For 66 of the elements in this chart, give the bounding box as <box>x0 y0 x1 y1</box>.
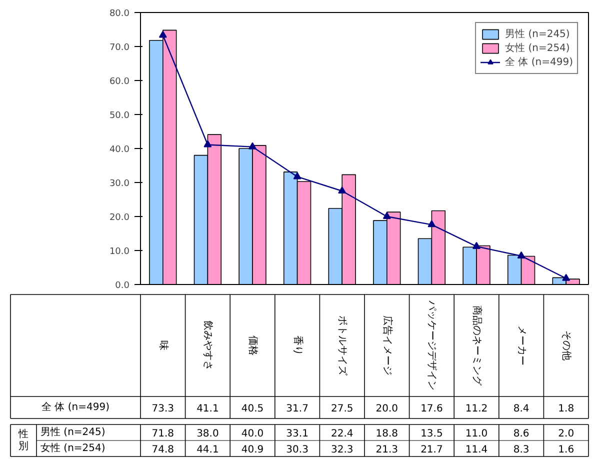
data-label: 40.5 <box>241 404 264 414</box>
data-label: 11.4 <box>465 444 488 456</box>
point <box>158 30 167 38</box>
data-label: 30.3 <box>286 444 308 456</box>
data-label: 40.9 <box>241 444 264 456</box>
data-label: 31.7 <box>286 404 308 414</box>
point <box>204 140 212 148</box>
point <box>428 220 436 228</box>
point <box>562 274 570 281</box>
legend-label: 全 体 (n=499) <box>505 56 573 69</box>
data-label: 21.7 <box>420 444 443 456</box>
text: 全 体 (n=499) <box>42 402 110 413</box>
data-label: 13.5 <box>420 428 443 440</box>
data-label: 38.0 <box>196 428 219 440</box>
data-label: 32.3 <box>330 444 354 456</box>
x-tick-label: 価格 <box>247 336 259 356</box>
data-label: 27.5 <box>330 404 354 414</box>
y-tick-label: 20.0 <box>109 213 130 223</box>
legend-label: 女性 (n=254) <box>505 42 570 55</box>
text: 男性 (n=245) <box>40 427 106 438</box>
point <box>293 172 302 180</box>
data-label: 71.8 <box>152 428 174 440</box>
point <box>382 212 391 220</box>
x-tick-label: パッケージデザイン <box>426 300 438 390</box>
data-label: 1.8 <box>558 404 574 414</box>
text: 性別 <box>18 428 28 452</box>
data-label: 41.1 <box>196 404 219 414</box>
y-tick-label: 50.0 <box>109 111 130 121</box>
data-label: 2.0 <box>558 428 574 440</box>
data-label: 1.6 <box>558 444 574 456</box>
data-label: 8.3 <box>513 444 530 456</box>
data-label: 11.0 <box>465 428 488 440</box>
y-tick-label: 30.0 <box>109 179 130 189</box>
y-tick-label: 60.0 <box>109 77 130 87</box>
y-tick-label: 0.0 <box>115 281 130 291</box>
data-label: 22.4 <box>330 428 354 440</box>
data-label: 21.3 <box>376 444 398 456</box>
x-tick-label: ボトルサイズ <box>336 316 349 376</box>
data-label: 40.0 <box>241 428 264 440</box>
x-tick-label: 香り <box>292 336 304 356</box>
data-label: 8.6 <box>513 428 530 440</box>
data-label: 20.0 <box>376 404 398 414</box>
y-tick-label: 70.0 <box>109 43 130 53</box>
point <box>517 251 526 258</box>
y-tick-label: 10.0 <box>109 247 130 257</box>
data-label: 74.8 <box>152 444 174 456</box>
legend-label: 男性 (n=245) <box>505 28 570 41</box>
data-label: 17.6 <box>420 404 443 414</box>
y-tick-label: 80.0 <box>109 9 130 19</box>
x-tick-label: 飲みやすさ <box>202 320 214 370</box>
text: 女性 (n=254) <box>40 443 106 454</box>
data-label: 73.3 <box>152 404 174 414</box>
x-tick-label: 広告イメージ <box>381 316 394 376</box>
data-label: 33.1 <box>286 428 308 440</box>
data-label: 18.8 <box>376 428 398 440</box>
x-tick-label: その他 <box>560 330 573 360</box>
point <box>248 142 256 150</box>
data-label: 44.1 <box>196 444 219 456</box>
x-tick-label: 商品のネーミング <box>471 306 483 386</box>
point <box>338 186 346 194</box>
x-tick-label: メーカー <box>516 326 527 366</box>
y-tick-label: 40.0 <box>109 145 130 155</box>
data-label: 8.4 <box>513 404 530 414</box>
x-tick-label: 味 <box>157 340 170 350</box>
point <box>472 242 480 249</box>
data-label: 11.2 <box>465 404 488 414</box>
